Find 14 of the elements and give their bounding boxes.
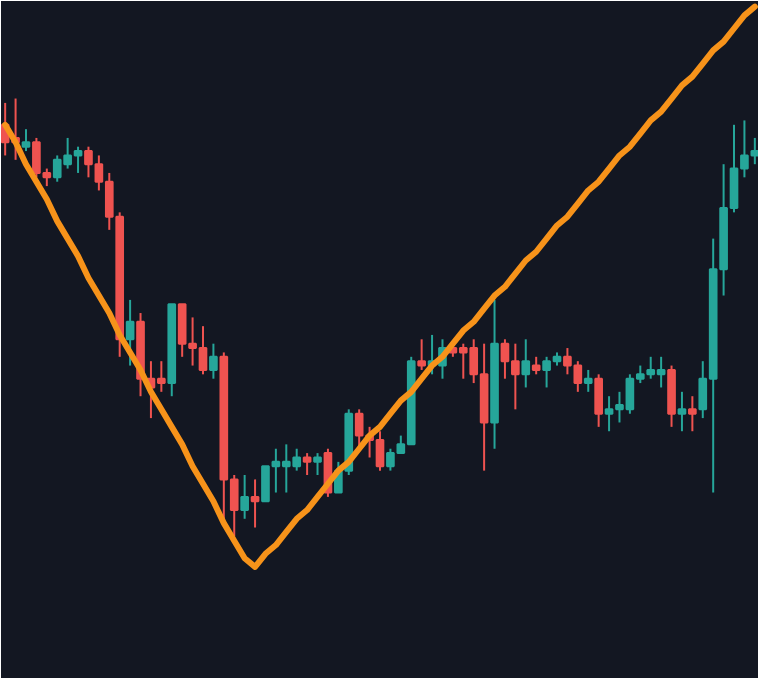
candlestick: [677, 390, 687, 433]
candlestick: [240, 474, 249, 520]
candlestick: [302, 452, 312, 476]
candlestick: [250, 478, 260, 529]
candlestick: [313, 452, 322, 476]
candlestick: [594, 373, 603, 428]
candlestick: [209, 342, 218, 380]
candlestick: [688, 395, 697, 433]
candlestick: [583, 368, 593, 393]
candlestick: [667, 364, 676, 428]
candlestick: [417, 338, 426, 371]
candlestick: [521, 338, 531, 389]
candlestick: [21, 128, 31, 153]
candlestick: [125, 298, 135, 367]
